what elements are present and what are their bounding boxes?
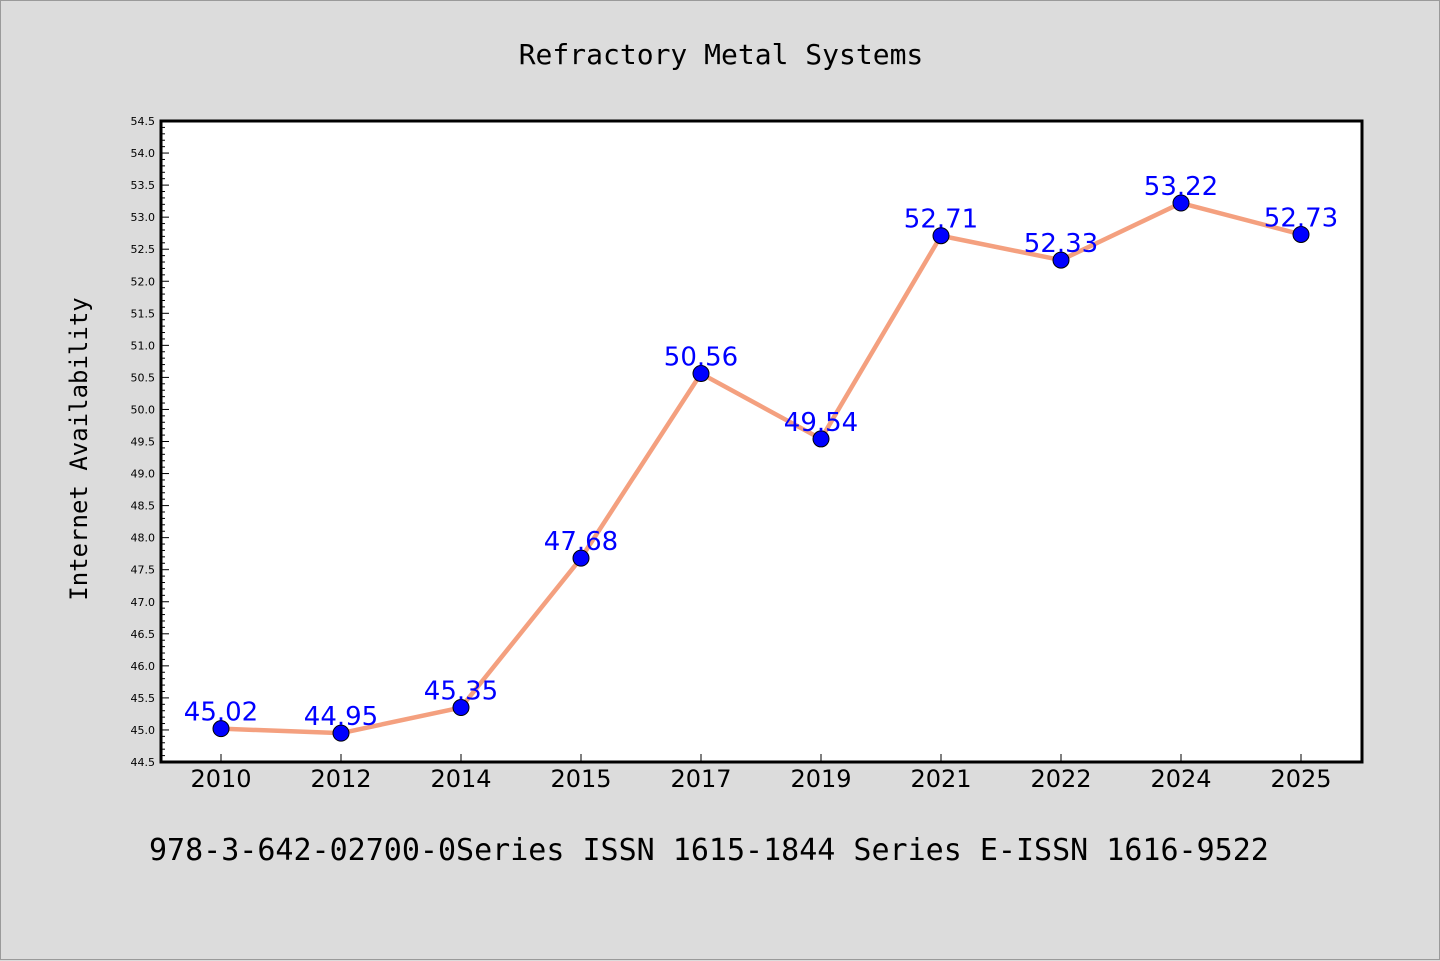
- x-tick-label: 2017: [670, 765, 731, 793]
- data-label: 52.73: [1264, 203, 1338, 233]
- data-label: 52.33: [1024, 229, 1098, 259]
- series-line: [218, 200, 1304, 736]
- x-tick-label: 2012: [310, 765, 371, 793]
- data-point: [1172, 194, 1190, 212]
- data-label: 45.35: [424, 677, 498, 707]
- x-tick-label: 2010: [190, 765, 251, 793]
- y-tick-label: 44.5: [131, 756, 156, 769]
- y-tick-label: 51.0: [131, 339, 156, 352]
- x-axis: 2010 2012 2014 2015 2017 2019 2021 2022 2024 2025: [190, 754, 1332, 793]
- data-point: [1052, 251, 1070, 269]
- footer-isbn-text: 978-3-642-02700-0Series ISSN 1615-1844 S…: [149, 833, 1269, 868]
- y-tick-label: 53.5: [131, 179, 156, 192]
- x-tick-label: 2022: [1030, 765, 1091, 793]
- data-point: [812, 430, 830, 448]
- y-tick-label: 45.0: [131, 724, 156, 737]
- y-axis: 44.5 45.0 45.5 46.0 46.5 47.0 47.5 48.0 48.5 49.0…: [131, 115, 169, 769]
- data-label: 52.71: [904, 205, 978, 235]
- y-tick-label: 48.5: [131, 500, 156, 513]
- y-axis-label: Internet Availability: [65, 297, 93, 600]
- data-point: [692, 365, 710, 383]
- y-tick-label: 47.5: [131, 564, 156, 577]
- x-tick-label: 2015: [550, 765, 611, 793]
- y-tick-label: 46.5: [131, 628, 156, 641]
- data-point: [212, 720, 230, 738]
- x-tick-label: 2021: [910, 765, 971, 793]
- data-label: 49.54: [784, 408, 858, 438]
- y-tick-label: 49.0: [131, 468, 156, 481]
- data-label: 47.68: [544, 527, 618, 557]
- y-tick-label: 50.0: [131, 403, 156, 416]
- y-tick-label: 51.5: [131, 307, 156, 320]
- x-tick-label: 2019: [790, 765, 851, 793]
- y-tick-label: 54.0: [131, 147, 156, 160]
- data-label: 44.95: [304, 702, 378, 732]
- chart-title: Refractory Metal Systems: [519, 38, 924, 71]
- y-tick-label: 45.5: [131, 692, 156, 705]
- data-label: 45.02: [184, 698, 258, 728]
- y-tick-label: 46.0: [131, 660, 156, 673]
- data-point: [932, 227, 950, 245]
- y-tick-label: 47.0: [131, 596, 156, 609]
- x-tick-label: 2025: [1270, 765, 1331, 793]
- y-tick-label: 53.0: [131, 211, 156, 224]
- y-tick-label: 54.5: [131, 115, 156, 128]
- data-point: [332, 724, 350, 742]
- y-tick-label: 49.5: [131, 436, 156, 449]
- plot-area: [159, 119, 1364, 764]
- data-point: [572, 549, 590, 567]
- data-label: 53.22: [1144, 172, 1218, 202]
- series-layer: 45.02 44.95 45.35 47.68 50.56 49.54 52.71 52.33…: [184, 172, 1338, 742]
- data-point: [452, 699, 470, 717]
- y-tick-label: 48.0: [131, 532, 156, 545]
- y-tick-label: 50.5: [131, 371, 156, 384]
- x-tick-label: 2014: [430, 765, 491, 793]
- y-tick-label: 52.5: [131, 243, 156, 256]
- data-label: 50.56: [664, 343, 738, 373]
- x-tick-label: 2024: [1150, 765, 1211, 793]
- y-tick-label: 52.0: [131, 275, 156, 288]
- data-point: [1292, 225, 1310, 243]
